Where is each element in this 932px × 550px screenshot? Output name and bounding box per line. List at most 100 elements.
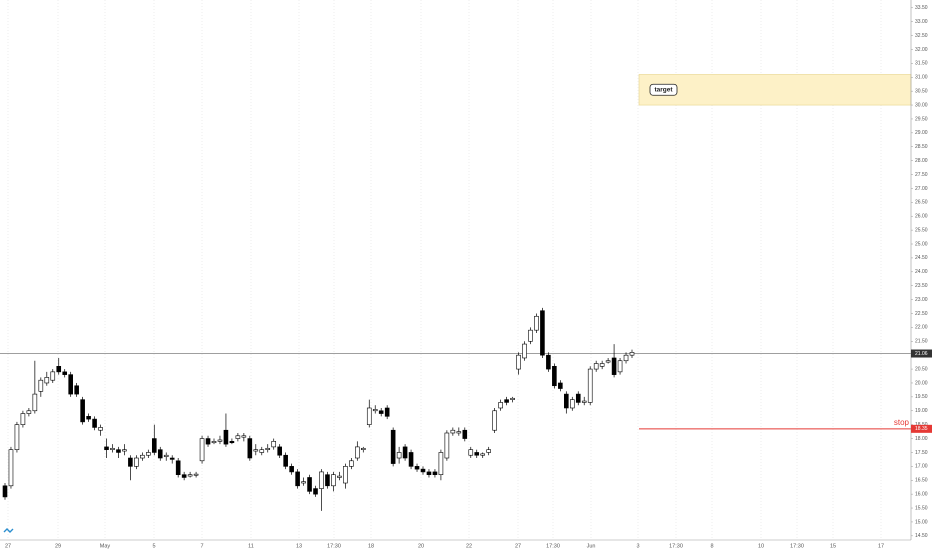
candle-body: [211, 441, 217, 444]
candle-body: [343, 466, 348, 484]
x-tick-label: 10: [758, 543, 764, 549]
candle-body: [20, 413, 26, 425]
candle-body: [552, 365, 557, 387]
candle-body: [301, 481, 306, 484]
candle-body: [605, 360, 611, 363]
candle-body: [546, 354, 551, 370]
logo: [3, 528, 14, 533]
candle-body: [62, 371, 68, 375]
candle-body: [569, 399, 575, 409]
candle-body: [98, 427, 103, 431]
candle-body: [360, 447, 366, 450]
candle-body: [629, 352, 635, 356]
candle-body: [498, 402, 503, 409]
candle-body: [378, 410, 384, 414]
candle-body: [420, 468, 426, 473]
candle-body: [289, 466, 294, 473]
x-tick-label: 7: [200, 543, 203, 549]
candle-body: [68, 374, 73, 395]
y-tick-label: 26.50: [915, 200, 928, 206]
candle-body: [14, 424, 20, 450]
stop-price-label: 18.35: [915, 426, 928, 432]
candle-body: [438, 452, 444, 475]
candle-body: [480, 453, 486, 456]
candle-body: [26, 410, 32, 414]
candle-body: [116, 449, 121, 453]
y-tick-label: 22.00: [915, 325, 928, 331]
y-tick-label: 22.50: [915, 311, 928, 317]
candle-body: [534, 315, 539, 331]
candle-body: [163, 454, 169, 457]
candle-body: [516, 354, 521, 370]
candle-body: [259, 449, 265, 453]
x-tick-label: 17:30: [790, 543, 804, 549]
x-tick-label: 17:30: [669, 543, 683, 549]
candle-body: [558, 382, 563, 389]
target-label-box: [649, 83, 678, 96]
candle-body: [50, 371, 56, 381]
x-tick-label: 8: [710, 543, 713, 549]
candle-body: [581, 400, 587, 403]
x-tick-label: 20: [418, 543, 424, 549]
candle-body: [587, 368, 593, 403]
y-tick-label: 18.00: [915, 436, 928, 442]
candle-body: [402, 446, 408, 459]
candle-body: [253, 449, 259, 452]
y-tick-label: 23.00: [915, 297, 928, 303]
candle-body: [271, 441, 277, 448]
y-tick-label: 17.50: [915, 450, 928, 456]
candle-body: [223, 429, 229, 445]
x-tick-label: 17:30: [327, 543, 341, 549]
candle-body: [450, 429, 456, 434]
y-tick-label: 20.00: [915, 380, 928, 386]
candle-body: [140, 454, 145, 459]
candle-body: [92, 418, 97, 428]
y-tick-label: 31.00: [915, 75, 928, 81]
candle-body: [337, 475, 342, 478]
last-price-label: 21.06: [915, 351, 928, 357]
candle-body: [390, 429, 396, 464]
y-tick-label: 25.50: [915, 227, 928, 233]
candle-body: [349, 460, 354, 467]
y-tick-label: 26.00: [915, 214, 928, 220]
candle-body: [295, 471, 300, 487]
y-tick-label: 19.00: [915, 408, 928, 414]
x-tick-label: 11: [248, 543, 254, 549]
target-zone: [638, 74, 912, 106]
y-tick-label: 27.50: [915, 172, 928, 178]
candle-body: [486, 449, 491, 453]
y-tick-label: 15.50: [915, 505, 928, 511]
y-tick-label: 24.50: [915, 255, 928, 261]
candle-body: [2, 485, 8, 498]
candle-body: [528, 329, 533, 342]
y-tick-label: 14.50: [915, 533, 928, 539]
x-tick-label: 15: [830, 543, 836, 549]
stop-price-box: [911, 424, 932, 433]
candle-body: [205, 438, 211, 445]
candle-body: [325, 474, 330, 487]
y-tick-label: 24.00: [915, 269, 928, 275]
x-tick-label: 29: [55, 543, 61, 549]
candle-body: [181, 474, 187, 478]
candle-body: [175, 460, 181, 475]
candle-body: [617, 360, 623, 373]
candle-body: [134, 457, 139, 467]
target-label: target: [654, 86, 673, 93]
y-tick-label: 30.00: [915, 102, 928, 108]
candle-body: [80, 399, 85, 423]
candle-body: [38, 379, 44, 392]
y-tick-label: 23.50: [915, 283, 928, 289]
y-tick-label: 15.00: [915, 519, 928, 525]
candle-body: [307, 477, 312, 492]
candle-body: [355, 446, 360, 459]
y-tick-label: 33.50: [915, 5, 928, 11]
candle-body: [384, 407, 390, 417]
candle-body: [593, 363, 599, 370]
candle-body: [157, 449, 163, 459]
y-tick-label: 19.50: [915, 394, 928, 400]
x-tick-label: 27: [5, 543, 11, 549]
candle-body: [32, 393, 38, 412]
candle-body: [277, 446, 282, 456]
candle-body: [110, 447, 115, 450]
